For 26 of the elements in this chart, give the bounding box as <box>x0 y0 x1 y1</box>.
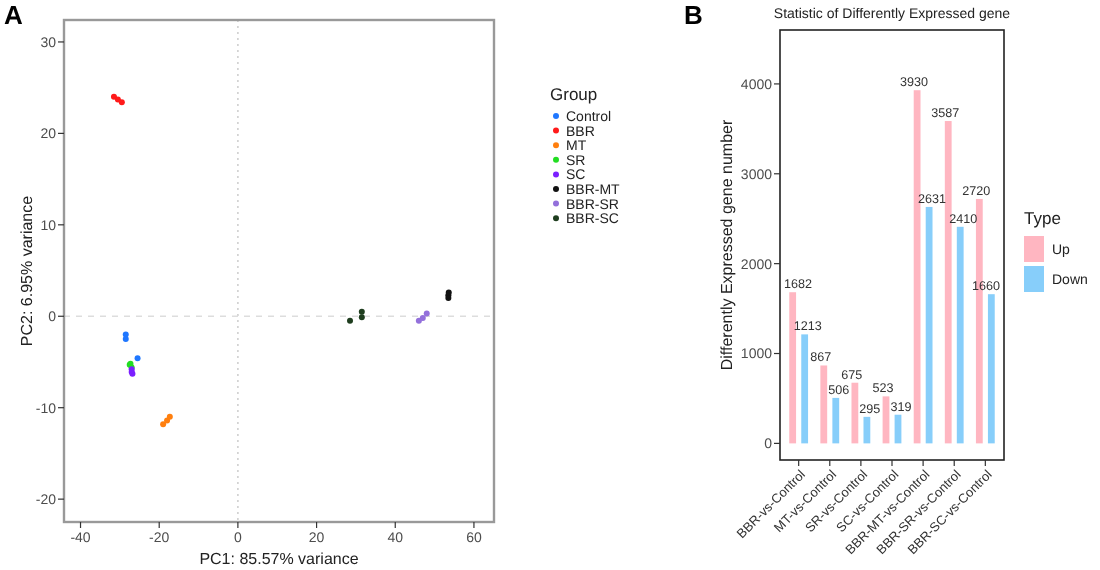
bar <box>820 365 828 444</box>
x-axis-title: PC1: 85.57% variance <box>199 550 360 568</box>
bar <box>801 334 809 444</box>
point <box>358 308 365 315</box>
legend-title: Group <box>550 84 598 104</box>
point <box>415 317 422 324</box>
y-axis-title: Differently Expressed gene number <box>718 119 736 371</box>
text: A <box>4 0 24 30</box>
bar <box>863 416 871 444</box>
legend-title: Type <box>1024 208 1062 228</box>
bar <box>851 382 859 444</box>
bar <box>925 206 933 444</box>
point <box>134 355 141 362</box>
bar <box>956 226 964 444</box>
y-axis-title: PC2: 6.95% variance <box>18 194 36 347</box>
point <box>423 310 430 317</box>
point <box>347 317 354 324</box>
bar <box>913 90 921 444</box>
text: B <box>684 0 703 30</box>
point <box>358 314 365 321</box>
bar <box>944 121 952 444</box>
bar <box>789 292 797 444</box>
point <box>419 315 426 322</box>
bar <box>832 397 840 444</box>
point <box>122 336 129 343</box>
bar <box>987 294 995 444</box>
